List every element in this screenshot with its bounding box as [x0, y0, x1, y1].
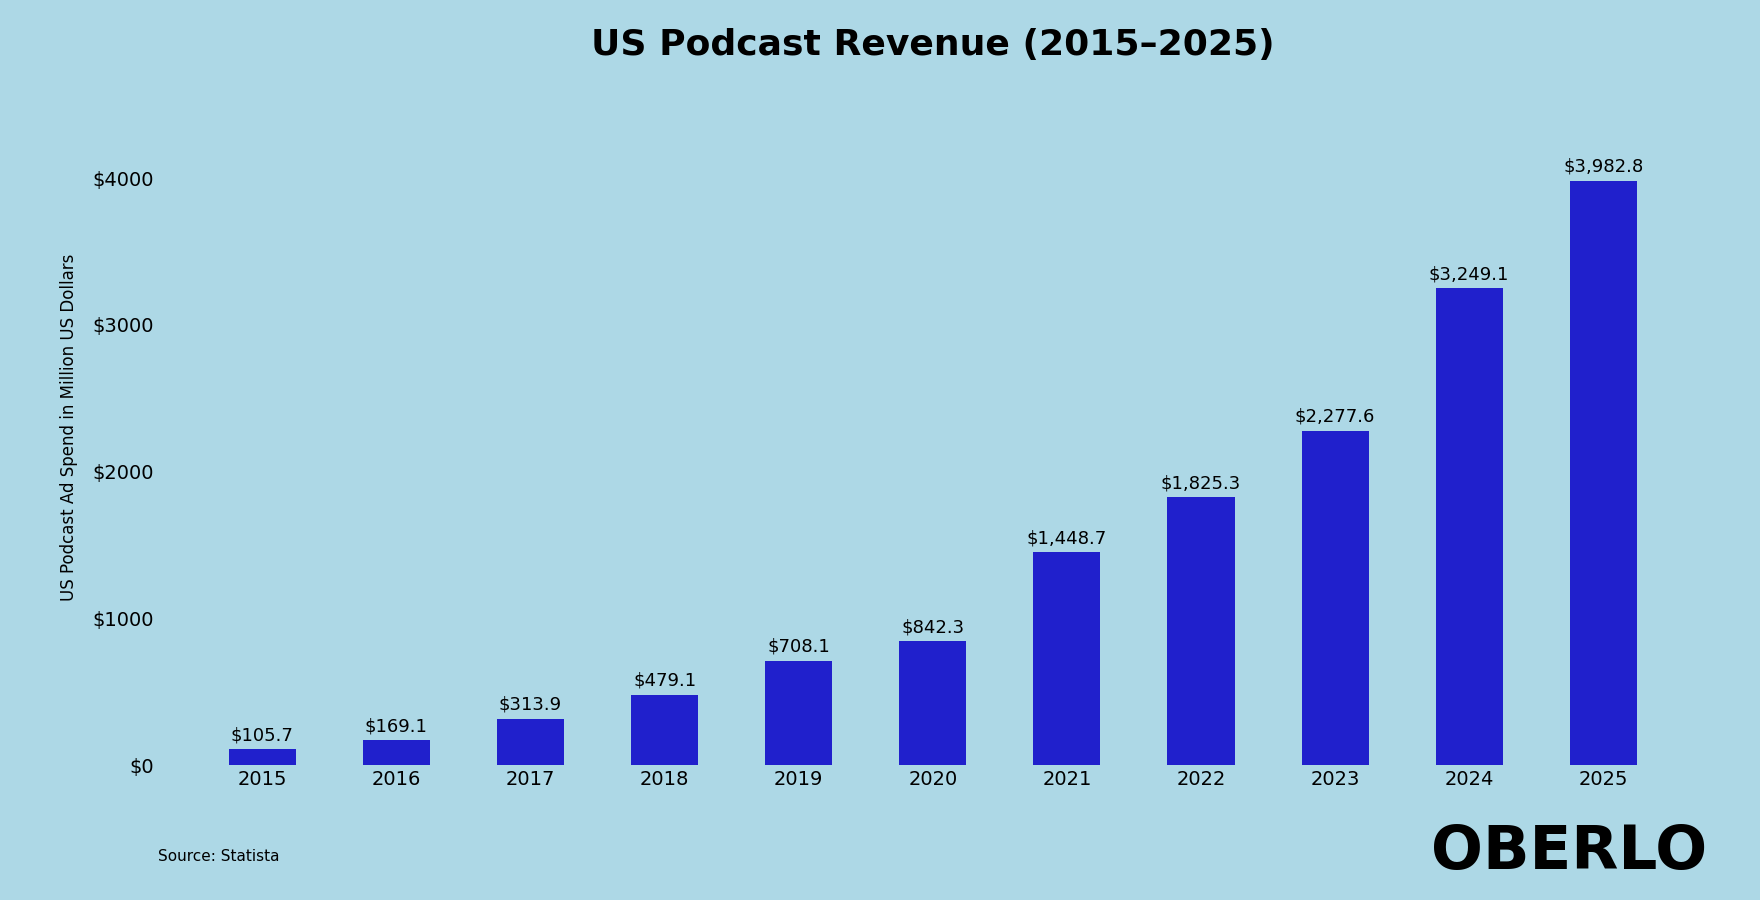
Text: $3,249.1: $3,249.1 — [1429, 266, 1510, 284]
Bar — [1167, 497, 1234, 765]
Bar — [1033, 553, 1100, 765]
Bar — [1570, 181, 1637, 765]
Text: $479.1: $479.1 — [634, 671, 697, 689]
Y-axis label: US Podcast Ad Spend in Million US Dollars: US Podcast Ad Spend in Million US Dollar… — [60, 254, 77, 601]
Bar — [1436, 288, 1503, 765]
Bar — [496, 719, 563, 765]
Text: $313.9: $313.9 — [498, 696, 561, 714]
Bar — [1302, 431, 1369, 765]
Title: US Podcast Revenue (2015–2025): US Podcast Revenue (2015–2025) — [591, 28, 1274, 62]
Text: $708.1: $708.1 — [767, 638, 831, 656]
Bar — [363, 740, 429, 765]
Text: $1,448.7: $1,448.7 — [1026, 529, 1107, 547]
Text: $169.1: $169.1 — [364, 717, 428, 735]
Text: $842.3: $842.3 — [901, 618, 964, 636]
Bar — [632, 695, 699, 765]
Text: OBERLO: OBERLO — [1431, 823, 1707, 882]
Text: $3,982.8: $3,982.8 — [1563, 158, 1644, 176]
Bar — [899, 642, 966, 765]
Text: Source: Statista: Source: Statista — [158, 849, 280, 864]
Text: $1,825.3: $1,825.3 — [1162, 474, 1241, 492]
Text: $105.7: $105.7 — [231, 726, 294, 744]
Bar — [766, 662, 832, 765]
Text: $2,277.6: $2,277.6 — [1295, 408, 1375, 426]
Bar — [229, 750, 296, 765]
